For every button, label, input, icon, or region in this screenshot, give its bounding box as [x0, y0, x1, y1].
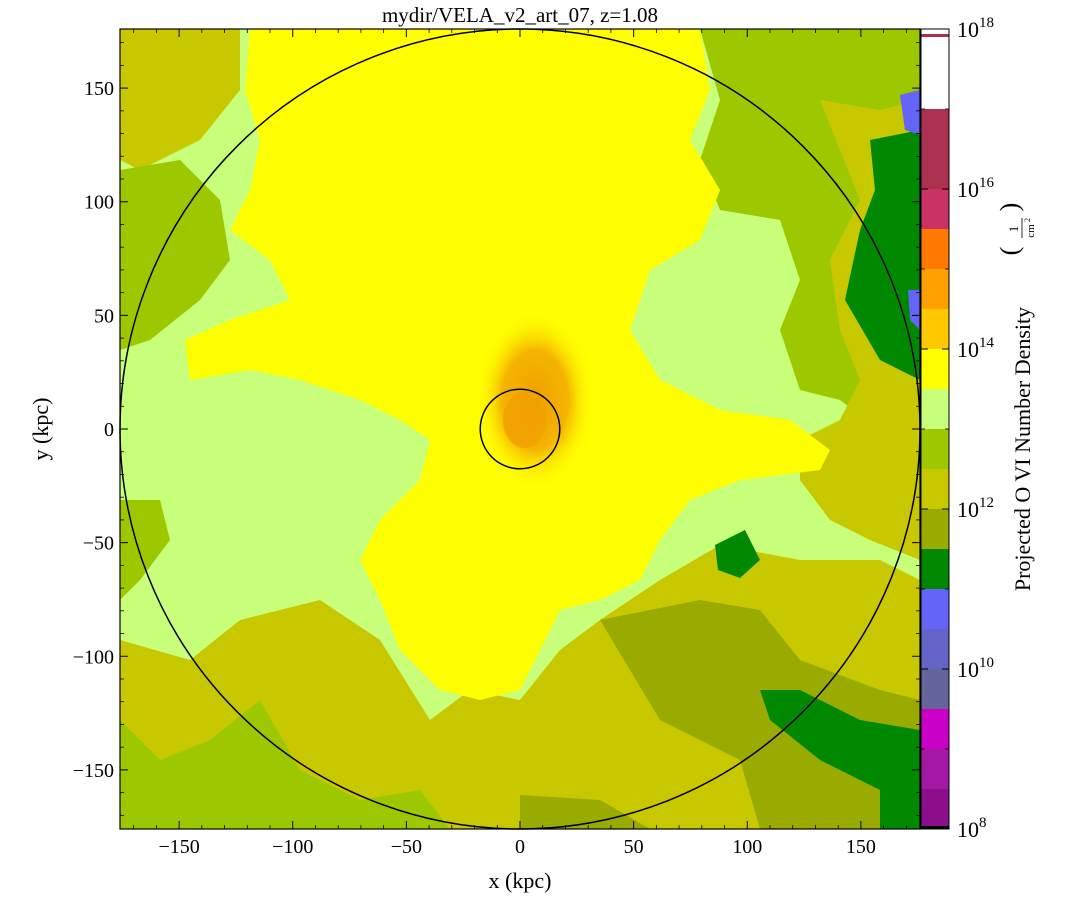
colorbar-band: [921, 109, 949, 149]
colorbar-tick-label: 1014: [957, 335, 995, 362]
y-tick-label: −150: [73, 760, 114, 782]
x-tick-label: −150: [158, 836, 199, 858]
colorbar-band: [921, 269, 949, 309]
region-lower-left: [120, 700, 450, 829]
colorbar-band: [921, 509, 949, 549]
region-island: [715, 530, 760, 578]
x-tick-label: 0: [515, 836, 525, 858]
region-right-blue-1: [900, 90, 920, 135]
colorbar-band: [921, 469, 949, 509]
colorbar: [921, 29, 949, 829]
x-tick-label: −50: [391, 836, 422, 858]
colorbar-tick-label: 1010: [957, 655, 994, 682]
region-lower-right: [600, 600, 920, 829]
colorbar-unit-paren-close: ): [995, 203, 1024, 212]
region-right-dense: [845, 130, 920, 380]
colorbar-band: [921, 389, 949, 429]
colorbar-tick-exponent: 14: [979, 335, 995, 351]
y-tick-label: 50: [94, 305, 114, 327]
colorbar-band: [921, 749, 949, 789]
x-tick-label: 50: [624, 836, 644, 858]
colorbar-band: [921, 709, 949, 749]
y-tick-label: 150: [84, 78, 114, 100]
region-lower-patch: [520, 795, 650, 829]
colorbar-band: [921, 309, 949, 349]
colorbar-band-bottom: [921, 826, 949, 829]
colorbar-band-top: [921, 29, 949, 109]
colorbar-unit-power: 2: [1023, 218, 1032, 222]
colorbar-unit-numerator: 1: [1006, 226, 1021, 233]
region-corner: [120, 29, 200, 80]
colorbar-band: [921, 789, 949, 829]
y-axis-label: y (kpc): [28, 398, 53, 461]
y-tick-label: 0: [104, 419, 114, 441]
region-central-peak: [503, 392, 547, 448]
colorbar-band: [921, 549, 949, 589]
colorbar-tick-label: 1016: [957, 175, 995, 202]
y-tick-label: 100: [84, 192, 114, 214]
x-tick-label: 150: [846, 836, 876, 858]
colorbar-band: [921, 589, 949, 629]
y-tick-label: −50: [83, 533, 114, 555]
colorbar-label-group: Projected O VI Number Density ( 1 cm 2 ): [995, 203, 1037, 592]
chart-title: mydir/VELA_v2_art_07, z=1.08: [382, 3, 658, 27]
colorbar-label: Projected O VI Number Density: [1010, 307, 1035, 591]
region-left-lower: [120, 500, 170, 600]
colorbar-band: [921, 189, 949, 229]
x-tick-label: 100: [732, 836, 762, 858]
plot-area: [120, 29, 920, 829]
x-tick-label: −100: [272, 836, 313, 858]
colorbar-tick-exponent: 16: [979, 175, 995, 191]
colorbar-tick-label: 108: [957, 815, 987, 842]
colorbar-tick-exponent: 10: [979, 655, 994, 671]
colorbar-band: [921, 669, 949, 709]
region-right-blue-2: [908, 290, 920, 330]
colorbar-band-topmost: [921, 34, 949, 37]
x-axis: −150 −100 −50 0 50 100 150: [133, 29, 907, 858]
colorbar-band: [921, 429, 949, 469]
colorbar-band: [921, 629, 949, 669]
y-axis: −150 −100 −50 0 50 100 150: [73, 42, 920, 816]
region-lower-right-dense: [760, 690, 920, 829]
colorbar-band: [921, 229, 949, 269]
x-axis-label: x (kpc): [489, 868, 552, 893]
inner-radius-circle: [479, 388, 561, 470]
colorbar-band: [921, 349, 949, 389]
colorbar-tick-exponent: 18: [979, 15, 994, 31]
colorbar-tick-label: 1018: [957, 15, 994, 42]
colorbar-tick-exponent: 8: [979, 815, 987, 831]
colorbar-unit-denominator: cm: [1025, 224, 1037, 238]
y-tick-label: −100: [73, 646, 114, 668]
colorbar-tick-exponent: 12: [979, 495, 994, 511]
colorbar-unit-paren-open: (: [995, 247, 1024, 256]
colorbar-band: [921, 149, 949, 189]
region-left: [120, 160, 230, 350]
colorbar-tick-label: 1012: [957, 495, 994, 522]
